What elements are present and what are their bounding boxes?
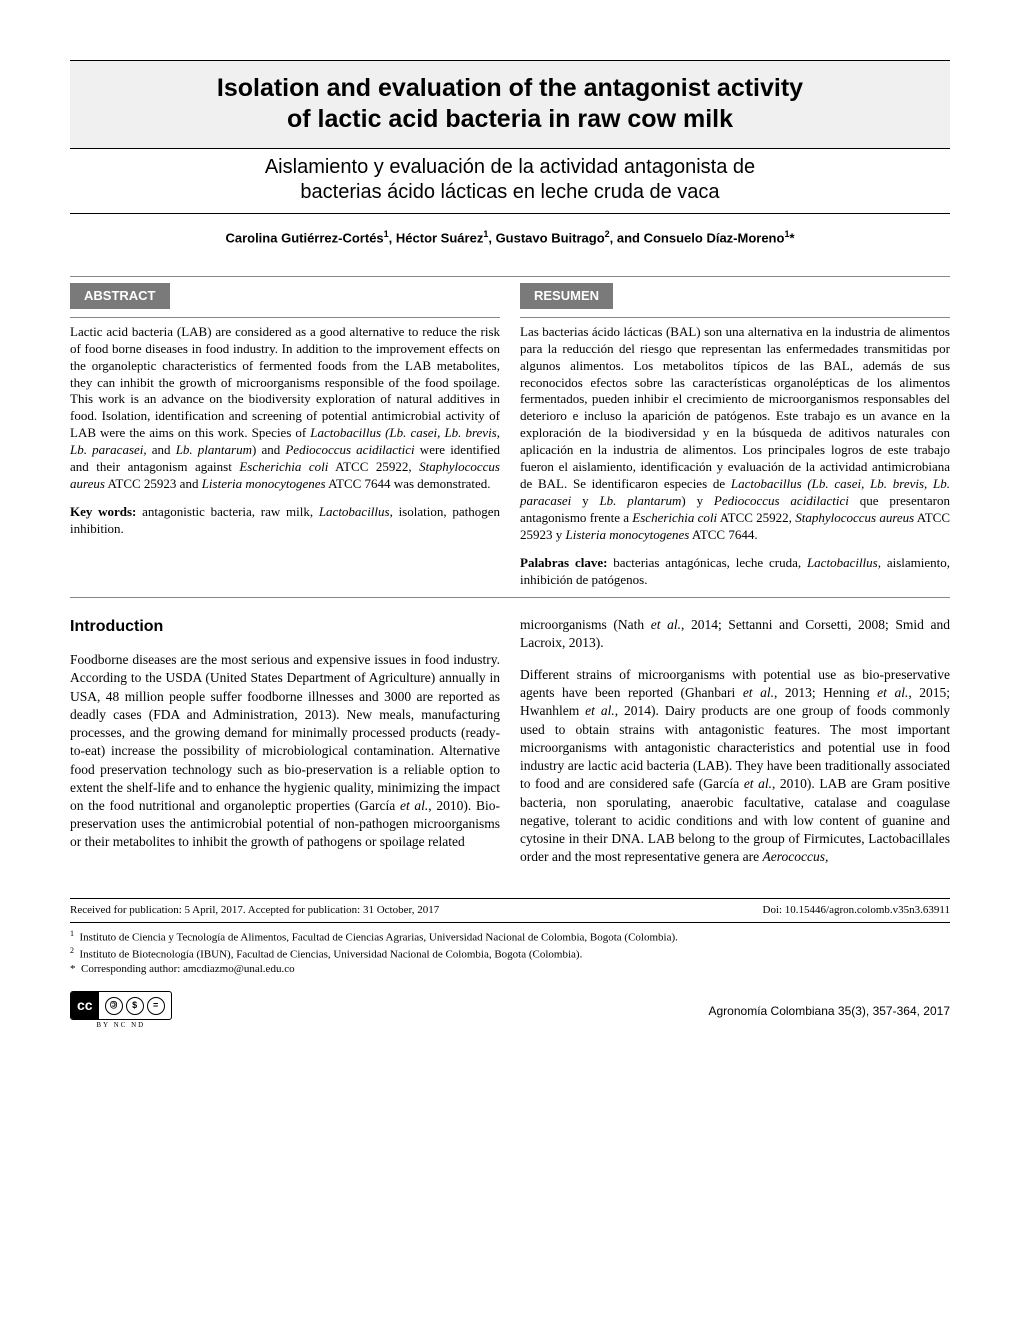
corresponding-text: Corresponding author: amcdiazmo@unal.edu… xyxy=(81,963,295,975)
publication-dates-line: Received for publication: 5 April, 2017.… xyxy=(70,899,950,923)
corresponding-author: * Corresponding author: amcdiazmo@unal.e… xyxy=(70,962,950,977)
intro-paragraph-2: microorganisms (Nath et al., 2014; Setta… xyxy=(520,616,950,652)
abstract-row: ABSTRACT Lactic acid bacteria (LAB) are … xyxy=(70,276,950,597)
cc-terms-icons: 🄯 $ = xyxy=(99,992,171,1019)
cc-icon: cc xyxy=(71,992,99,1019)
keywords-label: Key words: xyxy=(70,504,136,519)
intro-paragraph-1: Foodborne diseases are the most serious … xyxy=(70,651,500,851)
body-columns: Introduction Foodborne diseases are the … xyxy=(70,616,950,881)
abstract-heading: ABSTRACT xyxy=(70,283,170,309)
doi: Doi: 10.15446/agron.colomb.v35n3.63911 xyxy=(763,903,951,918)
abstract-text: Lactic acid bacteria (LAB) are considere… xyxy=(70,324,500,493)
affiliation-2: 2 Instituto de Biotecnología (IBUN), Fac… xyxy=(70,946,950,963)
cc-sub-labels: BY NC ND xyxy=(70,1021,172,1030)
body-column-right: microorganisms (Nath et al., 2014; Setta… xyxy=(520,616,950,881)
title-spanish: Aislamiento y evaluación de la actividad… xyxy=(90,155,930,205)
abstract-column-en: ABSTRACT Lactic acid bacteria (LAB) are … xyxy=(70,277,500,596)
subtitle-line-2: bacterias ácido lácticas en leche cruda … xyxy=(300,181,719,203)
title-english: Isolation and evaluation of the antagoni… xyxy=(90,73,930,136)
abstract-column-es: RESUMEN Las bacterias ácido lácticas (BA… xyxy=(520,277,950,596)
subtitle-block: Aislamiento y evaluación de la actividad… xyxy=(70,149,950,214)
resumen-heading: RESUMEN xyxy=(520,283,613,309)
intro-paragraph-3: Different strains of microorganisms with… xyxy=(520,666,950,866)
subtitle-line-1: Aislamiento y evaluación de la actividad… xyxy=(265,156,755,178)
resumen-text: Las bacterias ácido lácticas (BAL) son u… xyxy=(520,324,950,544)
title-line-2: of lactic acid bacteria in raw cow milk xyxy=(287,105,733,133)
by-icon: 🄯 xyxy=(105,997,123,1015)
body-column-left: Introduction Foodborne diseases are the … xyxy=(70,616,500,881)
authors-line: Carolina Gutiérrez-Cortés1, Héctor Suáre… xyxy=(70,228,950,247)
affiliation-2-text: Instituto de Biotecnología (IBUN), Facul… xyxy=(80,948,583,960)
journal-citation: Agronomía Colombiana 35(3), 357-364, 201… xyxy=(709,1003,951,1019)
cc-license-badge: cc 🄯 $ = BY NC ND xyxy=(70,991,172,1030)
introduction-heading: Introduction xyxy=(70,616,500,638)
keywords: Key words: antagonistic bacteria, raw mi… xyxy=(70,503,500,538)
palabras-label: Palabras clave: xyxy=(520,555,607,570)
nd-icon: = xyxy=(147,997,165,1015)
title-line-1: Isolation and evaluation of the antagoni… xyxy=(217,74,803,102)
palabras-clave: Palabras clave: bacterias antagónicas, l… xyxy=(520,554,950,589)
page-footer: cc 🄯 $ = BY NC ND Agronomía Colombiana 3… xyxy=(70,991,950,1030)
affiliation-1-text: Instituto de Ciencia y Tecnología de Ali… xyxy=(80,932,678,944)
affiliations: 1 Instituto de Ciencia y Tecnología de A… xyxy=(70,929,950,977)
affiliation-1: 1 Instituto de Ciencia y Tecnología de A… xyxy=(70,929,950,946)
nc-icon: $ xyxy=(126,997,144,1015)
title-block: Isolation and evaluation of the antagoni… xyxy=(70,60,950,149)
received-accepted: Received for publication: 5 April, 2017.… xyxy=(70,903,439,918)
